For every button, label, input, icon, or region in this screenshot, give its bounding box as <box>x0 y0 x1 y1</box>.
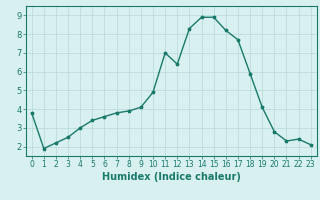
X-axis label: Humidex (Indice chaleur): Humidex (Indice chaleur) <box>102 172 241 182</box>
